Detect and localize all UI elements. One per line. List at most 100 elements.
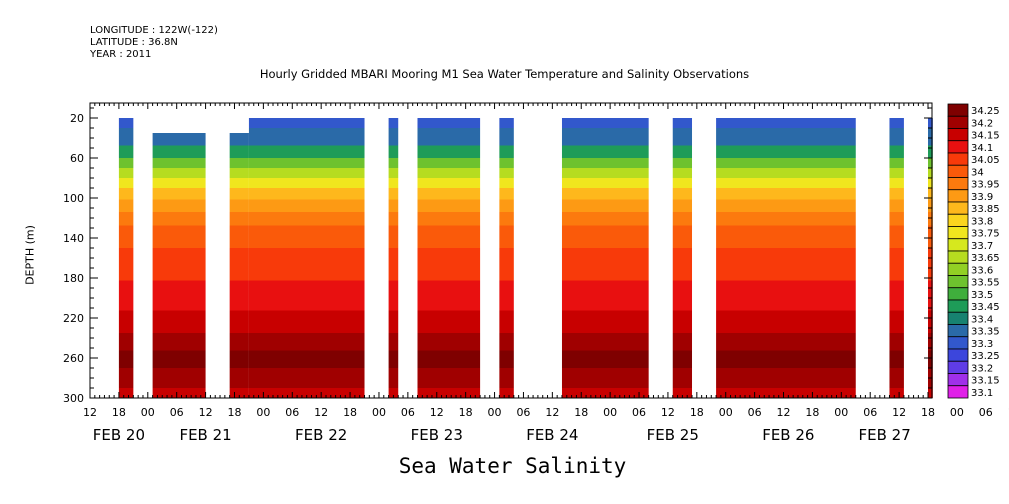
y-tick-label: 20 bbox=[70, 112, 84, 125]
salinity-band bbox=[672, 368, 693, 388]
salinity-band bbox=[928, 333, 933, 351]
salinity-band bbox=[889, 158, 904, 168]
colorbar-label: 34 bbox=[971, 167, 984, 178]
salinity-band bbox=[561, 350, 649, 368]
salinity-band bbox=[889, 188, 904, 200]
day-label: FEB 20 bbox=[93, 426, 145, 444]
latitude-label: LATITUDE : 36.8N bbox=[90, 37, 178, 48]
colorbar-swatch bbox=[947, 177, 969, 191]
salinity-band bbox=[118, 178, 134, 188]
salinity-band bbox=[889, 225, 904, 248]
salinity-band bbox=[152, 188, 206, 200]
salinity-band bbox=[152, 199, 206, 212]
salinity-band bbox=[928, 188, 933, 200]
salinity-band bbox=[672, 118, 693, 128]
x-tick-label: 18 bbox=[805, 406, 819, 419]
y-tick-label: 60 bbox=[70, 152, 84, 165]
salinity-band bbox=[388, 158, 399, 168]
colorbar-label: 33.95 bbox=[971, 180, 1000, 191]
salinity-band bbox=[928, 145, 933, 158]
day-label: FEB 27 bbox=[859, 426, 911, 444]
salinity-band bbox=[229, 145, 249, 158]
colorbar-label: 33.1 bbox=[971, 388, 993, 399]
longitude-label: LONGITUDE : 122W(-122) bbox=[90, 25, 218, 36]
salinity-band bbox=[889, 128, 904, 146]
salinity-band bbox=[152, 158, 206, 168]
salinity-band bbox=[716, 168, 856, 178]
salinity-band bbox=[248, 212, 365, 226]
salinity-band bbox=[561, 168, 649, 178]
salinity-band bbox=[417, 248, 481, 281]
salinity-band bbox=[672, 248, 693, 281]
y-tick-label: 180 bbox=[63, 272, 84, 285]
colorbar-label: 33.65 bbox=[971, 253, 1000, 264]
salinity-band bbox=[561, 158, 649, 168]
salinity-band bbox=[499, 212, 514, 226]
salinity-band bbox=[152, 280, 206, 311]
colorbar-swatch bbox=[947, 238, 969, 252]
x-tick-label: 12 bbox=[199, 406, 213, 419]
y-tick-label: 140 bbox=[63, 232, 84, 245]
x-tick-label: 18 bbox=[921, 406, 935, 419]
x-tick-label: 12 bbox=[545, 406, 559, 419]
salinity-band bbox=[889, 368, 904, 388]
salinity-band bbox=[229, 248, 249, 281]
salinity-band bbox=[889, 199, 904, 212]
variable-title: Sea Water Salinity bbox=[398, 454, 627, 478]
salinity-band bbox=[388, 225, 399, 248]
salinity-band bbox=[118, 368, 134, 388]
colorbar-label: 34.25 bbox=[971, 106, 1000, 117]
salinity-band bbox=[561, 310, 649, 333]
salinity-band bbox=[561, 178, 649, 188]
salinity-band bbox=[499, 118, 514, 128]
salinity-band bbox=[118, 350, 134, 368]
salinity-band bbox=[229, 178, 249, 188]
colorbar-label: 33.85 bbox=[971, 204, 1000, 215]
colorbar-swatch bbox=[947, 299, 969, 313]
salinity-band bbox=[118, 280, 134, 311]
data-segment bbox=[672, 118, 693, 398]
salinity-band bbox=[716, 280, 856, 311]
salinity-band bbox=[561, 368, 649, 388]
salinity-band bbox=[248, 248, 365, 281]
salinity-band bbox=[716, 188, 856, 200]
salinity-band bbox=[118, 310, 134, 333]
colorbar-label: 33.25 bbox=[971, 351, 1000, 362]
salinity-band bbox=[716, 333, 856, 351]
salinity-band bbox=[118, 212, 134, 226]
colorbar-swatch bbox=[947, 250, 969, 264]
salinity-band bbox=[388, 280, 399, 311]
salinity-band bbox=[928, 280, 933, 311]
salinity-band bbox=[229, 368, 249, 388]
colorbar-swatch bbox=[947, 360, 969, 374]
salinity-band bbox=[672, 212, 693, 226]
salinity-band bbox=[248, 225, 365, 248]
colorbar-swatch bbox=[947, 226, 969, 240]
salinity-band bbox=[229, 388, 249, 398]
x-tick-label: 12 bbox=[83, 406, 97, 419]
salinity-band bbox=[248, 168, 365, 178]
salinity-band bbox=[118, 248, 134, 281]
colorbar-label: 33.35 bbox=[971, 327, 1000, 338]
colorbar-label: 33.15 bbox=[971, 376, 1000, 387]
salinity-band bbox=[152, 225, 206, 248]
salinity-band bbox=[499, 225, 514, 248]
salinity-band bbox=[672, 178, 693, 188]
salinity-band bbox=[388, 199, 399, 212]
x-tick-label: 06 bbox=[632, 406, 646, 419]
salinity-band bbox=[672, 145, 693, 158]
salinity-band bbox=[229, 310, 249, 333]
salinity-band bbox=[561, 248, 649, 281]
salinity-band bbox=[229, 199, 249, 212]
salinity-band bbox=[248, 280, 365, 311]
colorbar-swatch bbox=[947, 128, 969, 142]
salinity-band bbox=[499, 388, 514, 398]
x-tick-label: 06 bbox=[979, 406, 993, 419]
salinity-band bbox=[248, 368, 365, 388]
salinity-band bbox=[118, 168, 134, 178]
salinity-band bbox=[152, 310, 206, 333]
colorbar-label: 33.9 bbox=[971, 192, 993, 203]
salinity-band bbox=[561, 280, 649, 311]
x-tick-label: 00 bbox=[950, 406, 964, 419]
salinity-band bbox=[248, 310, 365, 333]
